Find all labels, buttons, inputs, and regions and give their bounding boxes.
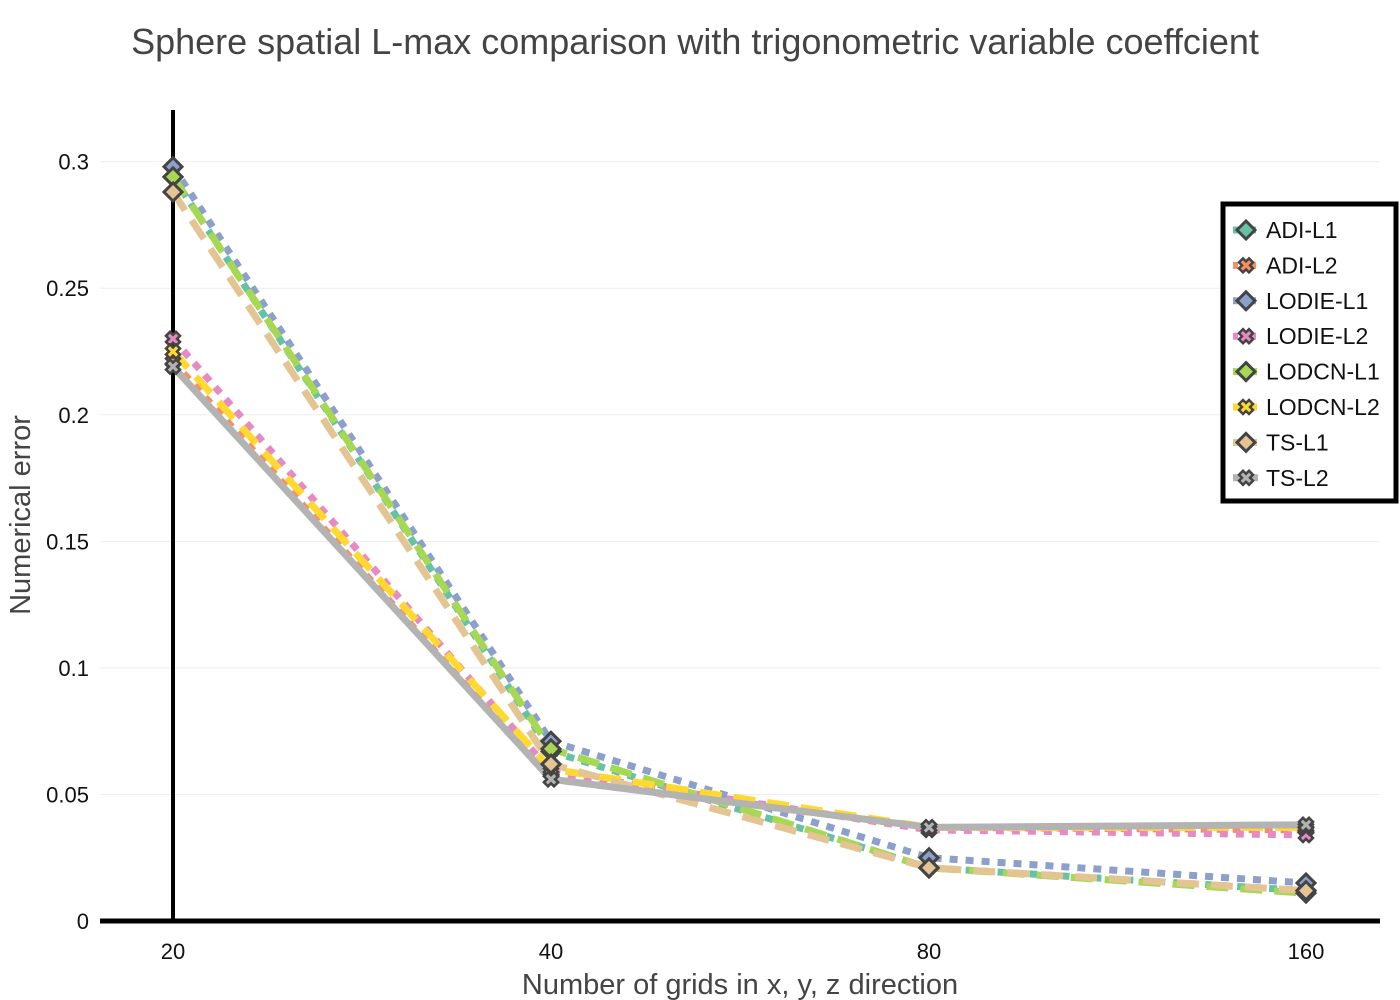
data-point-ts-l1-diamond-marker <box>161 180 185 204</box>
series-markers <box>161 155 1318 905</box>
legend-lodie-l2-x-marker <box>1237 327 1255 345</box>
y-tick-label: 0.15 <box>46 529 89 554</box>
data-point-lodcn-l2-x-marker <box>164 342 182 361</box>
y-tick-label: 0.2 <box>58 403 89 428</box>
gridlines <box>100 161 1380 795</box>
data-point-ts-l2-x-marker <box>542 770 560 789</box>
legend-lodcn-l2-x-marker <box>1237 398 1255 416</box>
series-line-lodie-l1 <box>170 164 1307 887</box>
legend-label-adi-l2: ADI-L2 <box>1266 252 1338 278</box>
legend-ts-l2-x-marker <box>1237 469 1255 487</box>
legend-adi-l1-diamond-marker <box>1234 218 1258 242</box>
data-point-ts-l1-diamond-marker <box>539 752 563 776</box>
series-line-ts-l1 <box>170 190 1307 895</box>
chart-title: Sphere spatial L-max comparison with tri… <box>131 21 1259 62</box>
data-point-ts-l2-x-marker <box>1297 816 1315 834</box>
series-lines <box>170 164 1307 897</box>
x-axis-title: Number of grids in x, y, z direction <box>522 969 958 1000</box>
y-tick-label: 0.3 <box>58 150 89 175</box>
legend-lodcn-l1-diamond-marker <box>1234 360 1258 383</box>
legend: ADI-L1 ADI-L2 LODIE-L1 LODIE-L2 LODCN-L1 LODC… <box>1220 201 1399 504</box>
x-tick-label: 20 <box>161 939 185 964</box>
x-tick-label: 160 <box>1288 939 1325 964</box>
legend-ts-l1-diamond-marker <box>1234 431 1258 454</box>
series-line-lodie-l2 <box>170 336 1307 839</box>
legend-label-lodie-l2: LODIE-L2 <box>1266 323 1368 349</box>
legend-label-adi-l1: ADI-L1 <box>1266 217 1338 243</box>
data-point-ts-l2-x-marker <box>920 818 938 837</box>
data-point-ts-l1-diamond-marker <box>1294 879 1318 902</box>
x-tick-label: 40 <box>539 939 563 964</box>
axes: 0 0.05 0.1 0.15 0.2 0.25 0.3 20 40 80 160 <box>46 110 1380 964</box>
data-point-lodie-l2-x-marker <box>164 330 182 348</box>
legend-label-ts-l1: TS-L1 <box>1266 429 1329 455</box>
legend-adi-l2-x-marker <box>1237 256 1255 275</box>
y-tick-label: 0 <box>77 909 89 934</box>
legend-label-lodcn-l2: LODCN-L2 <box>1266 394 1380 420</box>
y-axis-title: Numerical error <box>5 415 37 615</box>
y-tick-label: 0.1 <box>58 656 89 681</box>
y-tick-label: 0.05 <box>46 782 89 807</box>
data-point-ts-l2-x-marker <box>164 357 182 376</box>
data-point-ts-l1-diamond-marker <box>917 856 941 879</box>
legend-label-ts-l2: TS-L2 <box>1266 465 1329 491</box>
legend-label-lodcn-l1: LODCN-L1 <box>1266 359 1380 385</box>
legend-label-lodie-l1: LODIE-L1 <box>1266 288 1368 314</box>
series-line-ts-l2 <box>170 364 1307 831</box>
x-tick-label: 80 <box>917 939 941 964</box>
legend-lodie-l1-diamond-marker <box>1234 289 1258 312</box>
y-tick-label: 0.25 <box>46 276 89 301</box>
legend-box <box>1220 201 1399 504</box>
